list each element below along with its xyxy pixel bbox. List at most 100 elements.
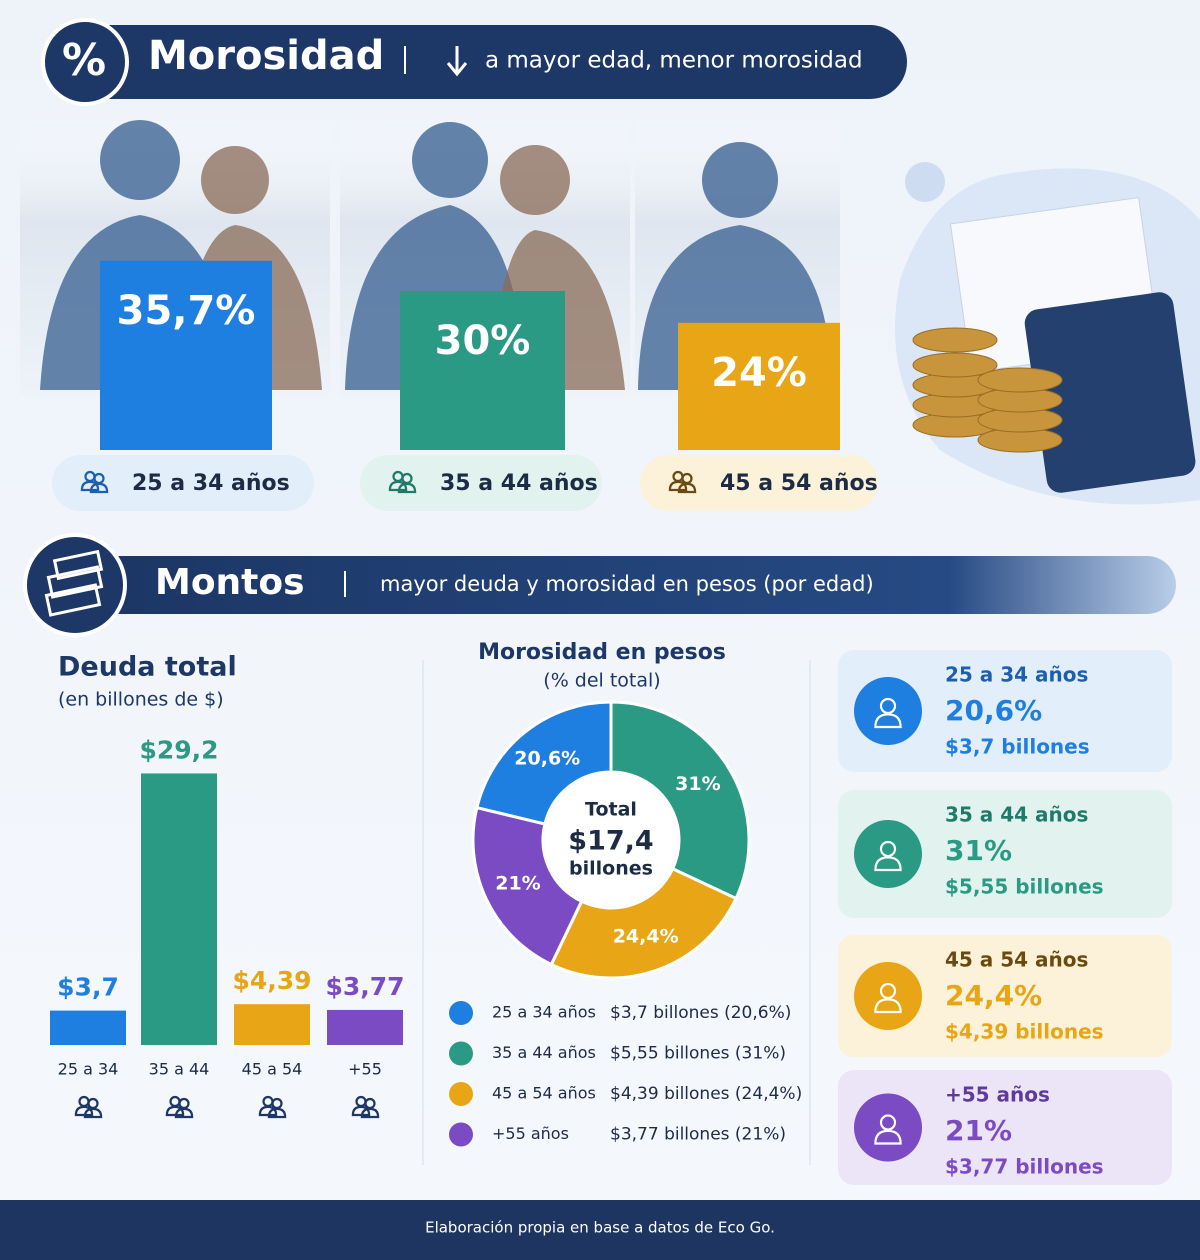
bar xyxy=(234,1004,310,1045)
legend-label: 35 a 44 años xyxy=(492,1043,596,1062)
chart-subtitle: (% del total) xyxy=(543,670,660,692)
card-amount: $3,77 billones xyxy=(945,1155,1104,1179)
x-tick-label: 45 a 54 xyxy=(242,1060,303,1079)
icon-body xyxy=(80,480,100,492)
x-tick-label: +55 xyxy=(348,1060,382,1079)
icon-body xyxy=(874,856,902,872)
icon-body xyxy=(397,482,417,494)
pie-slice xyxy=(549,866,739,980)
center-label: Total xyxy=(585,799,637,821)
bar xyxy=(50,1010,126,1045)
footer-bar xyxy=(0,1200,1200,1260)
slice-label: 20,6% xyxy=(514,748,580,770)
legend-label: 25 a 34 años xyxy=(492,1003,596,1022)
card-percent: 24,4% xyxy=(945,979,1042,1012)
legend-amount: $3,7 billones (20,6%) xyxy=(610,1003,791,1023)
category-label: 25 a 34 años xyxy=(132,471,290,496)
card-amount: $3,7 billones xyxy=(945,735,1090,759)
card-icon xyxy=(854,1093,922,1162)
legend-label: 45 a 54 años xyxy=(492,1084,596,1103)
footer-text: Elaboración propia en base a datos de Ec… xyxy=(425,1219,775,1237)
x-tick-label: 25 a 34 xyxy=(58,1060,119,1079)
value-label: $29,2 xyxy=(139,735,218,764)
icon-body xyxy=(89,482,109,494)
icon-head xyxy=(879,982,897,1000)
center-label: billones xyxy=(569,858,653,880)
section-title: Morosidad xyxy=(148,33,384,79)
icon-body xyxy=(267,1107,287,1119)
bar xyxy=(100,260,272,450)
icon-body xyxy=(874,713,902,729)
legend-amount: $3,77 billones (21%) xyxy=(610,1125,786,1145)
x-tick-label: 35 a 44 xyxy=(149,1060,210,1079)
person-icon xyxy=(83,1097,103,1119)
icon-body xyxy=(165,1105,185,1117)
summary-card xyxy=(838,1070,1172,1185)
card-age: 25 a 34 años xyxy=(945,663,1088,687)
legend-swatch xyxy=(449,1082,473,1106)
card-icon xyxy=(854,820,922,888)
wallet-illustration xyxy=(895,162,1200,505)
icon-head xyxy=(879,1114,897,1131)
icon-body xyxy=(174,1107,194,1119)
person-icon xyxy=(874,982,902,1014)
card-percent: 20,6% xyxy=(945,694,1042,727)
legend-label: +55 años xyxy=(492,1124,569,1143)
summary-card xyxy=(838,790,1172,918)
card-amount: $5,55 billones xyxy=(945,875,1104,899)
section-banner xyxy=(40,556,1176,614)
value-label: $3,77 xyxy=(325,972,404,1001)
chart-title: Deuda total xyxy=(58,652,237,683)
value-label: 30% xyxy=(435,318,531,364)
person-icon xyxy=(397,472,417,494)
center-label: $17,4 xyxy=(568,826,653,857)
card-icon xyxy=(854,962,922,1030)
card-percent: 31% xyxy=(945,834,1012,867)
icon-body xyxy=(677,482,697,494)
pie-slice xyxy=(609,700,751,901)
pie-slice xyxy=(475,700,613,826)
person-icon xyxy=(267,1097,287,1119)
bar xyxy=(400,291,565,450)
card-amount: $4,39 billones xyxy=(945,1020,1104,1044)
card-age: 45 a 54 años xyxy=(945,948,1088,972)
chart-subtitle: (en billones de $) xyxy=(58,689,224,711)
slice-label: 24,4% xyxy=(613,925,679,947)
section-title: Montos xyxy=(155,562,305,603)
section-subtitle: mayor deuda y morosidad en pesos (por ed… xyxy=(380,572,874,596)
legend-swatch xyxy=(449,1041,473,1066)
card-age: 35 a 44 años xyxy=(945,803,1088,827)
bar xyxy=(678,322,840,450)
icon-head xyxy=(879,697,897,715)
chart-title: Morosidad en pesos xyxy=(478,640,726,665)
slice-label: 31% xyxy=(675,773,720,795)
value-label: $3,7 xyxy=(57,973,119,1002)
age-pill xyxy=(360,455,602,511)
legend-amount: $4,39 billones (24,4%) xyxy=(610,1084,802,1104)
person-icon xyxy=(89,472,109,494)
bar xyxy=(327,1009,403,1045)
icon-body xyxy=(668,480,688,492)
person-icon xyxy=(174,1097,194,1119)
icon-body xyxy=(874,1129,902,1145)
icon-body xyxy=(74,1105,94,1117)
legend-amount: $5,55 billones (31%) xyxy=(610,1044,786,1064)
slice-label: 21% xyxy=(495,873,540,895)
age-pill xyxy=(640,455,878,511)
icon-body xyxy=(351,1105,371,1117)
icon-body xyxy=(388,480,408,492)
section-banner xyxy=(45,25,907,99)
icon-body xyxy=(874,998,902,1014)
person-icon xyxy=(874,1114,902,1145)
pie-center xyxy=(545,774,677,906)
person-icon xyxy=(360,1097,380,1119)
icon-body xyxy=(258,1105,278,1117)
down-arrow xyxy=(446,46,468,77)
section-icon xyxy=(23,533,127,637)
person-icon xyxy=(677,472,697,494)
card-icon xyxy=(854,677,922,745)
bar xyxy=(141,773,217,1045)
person-icon xyxy=(874,697,902,729)
